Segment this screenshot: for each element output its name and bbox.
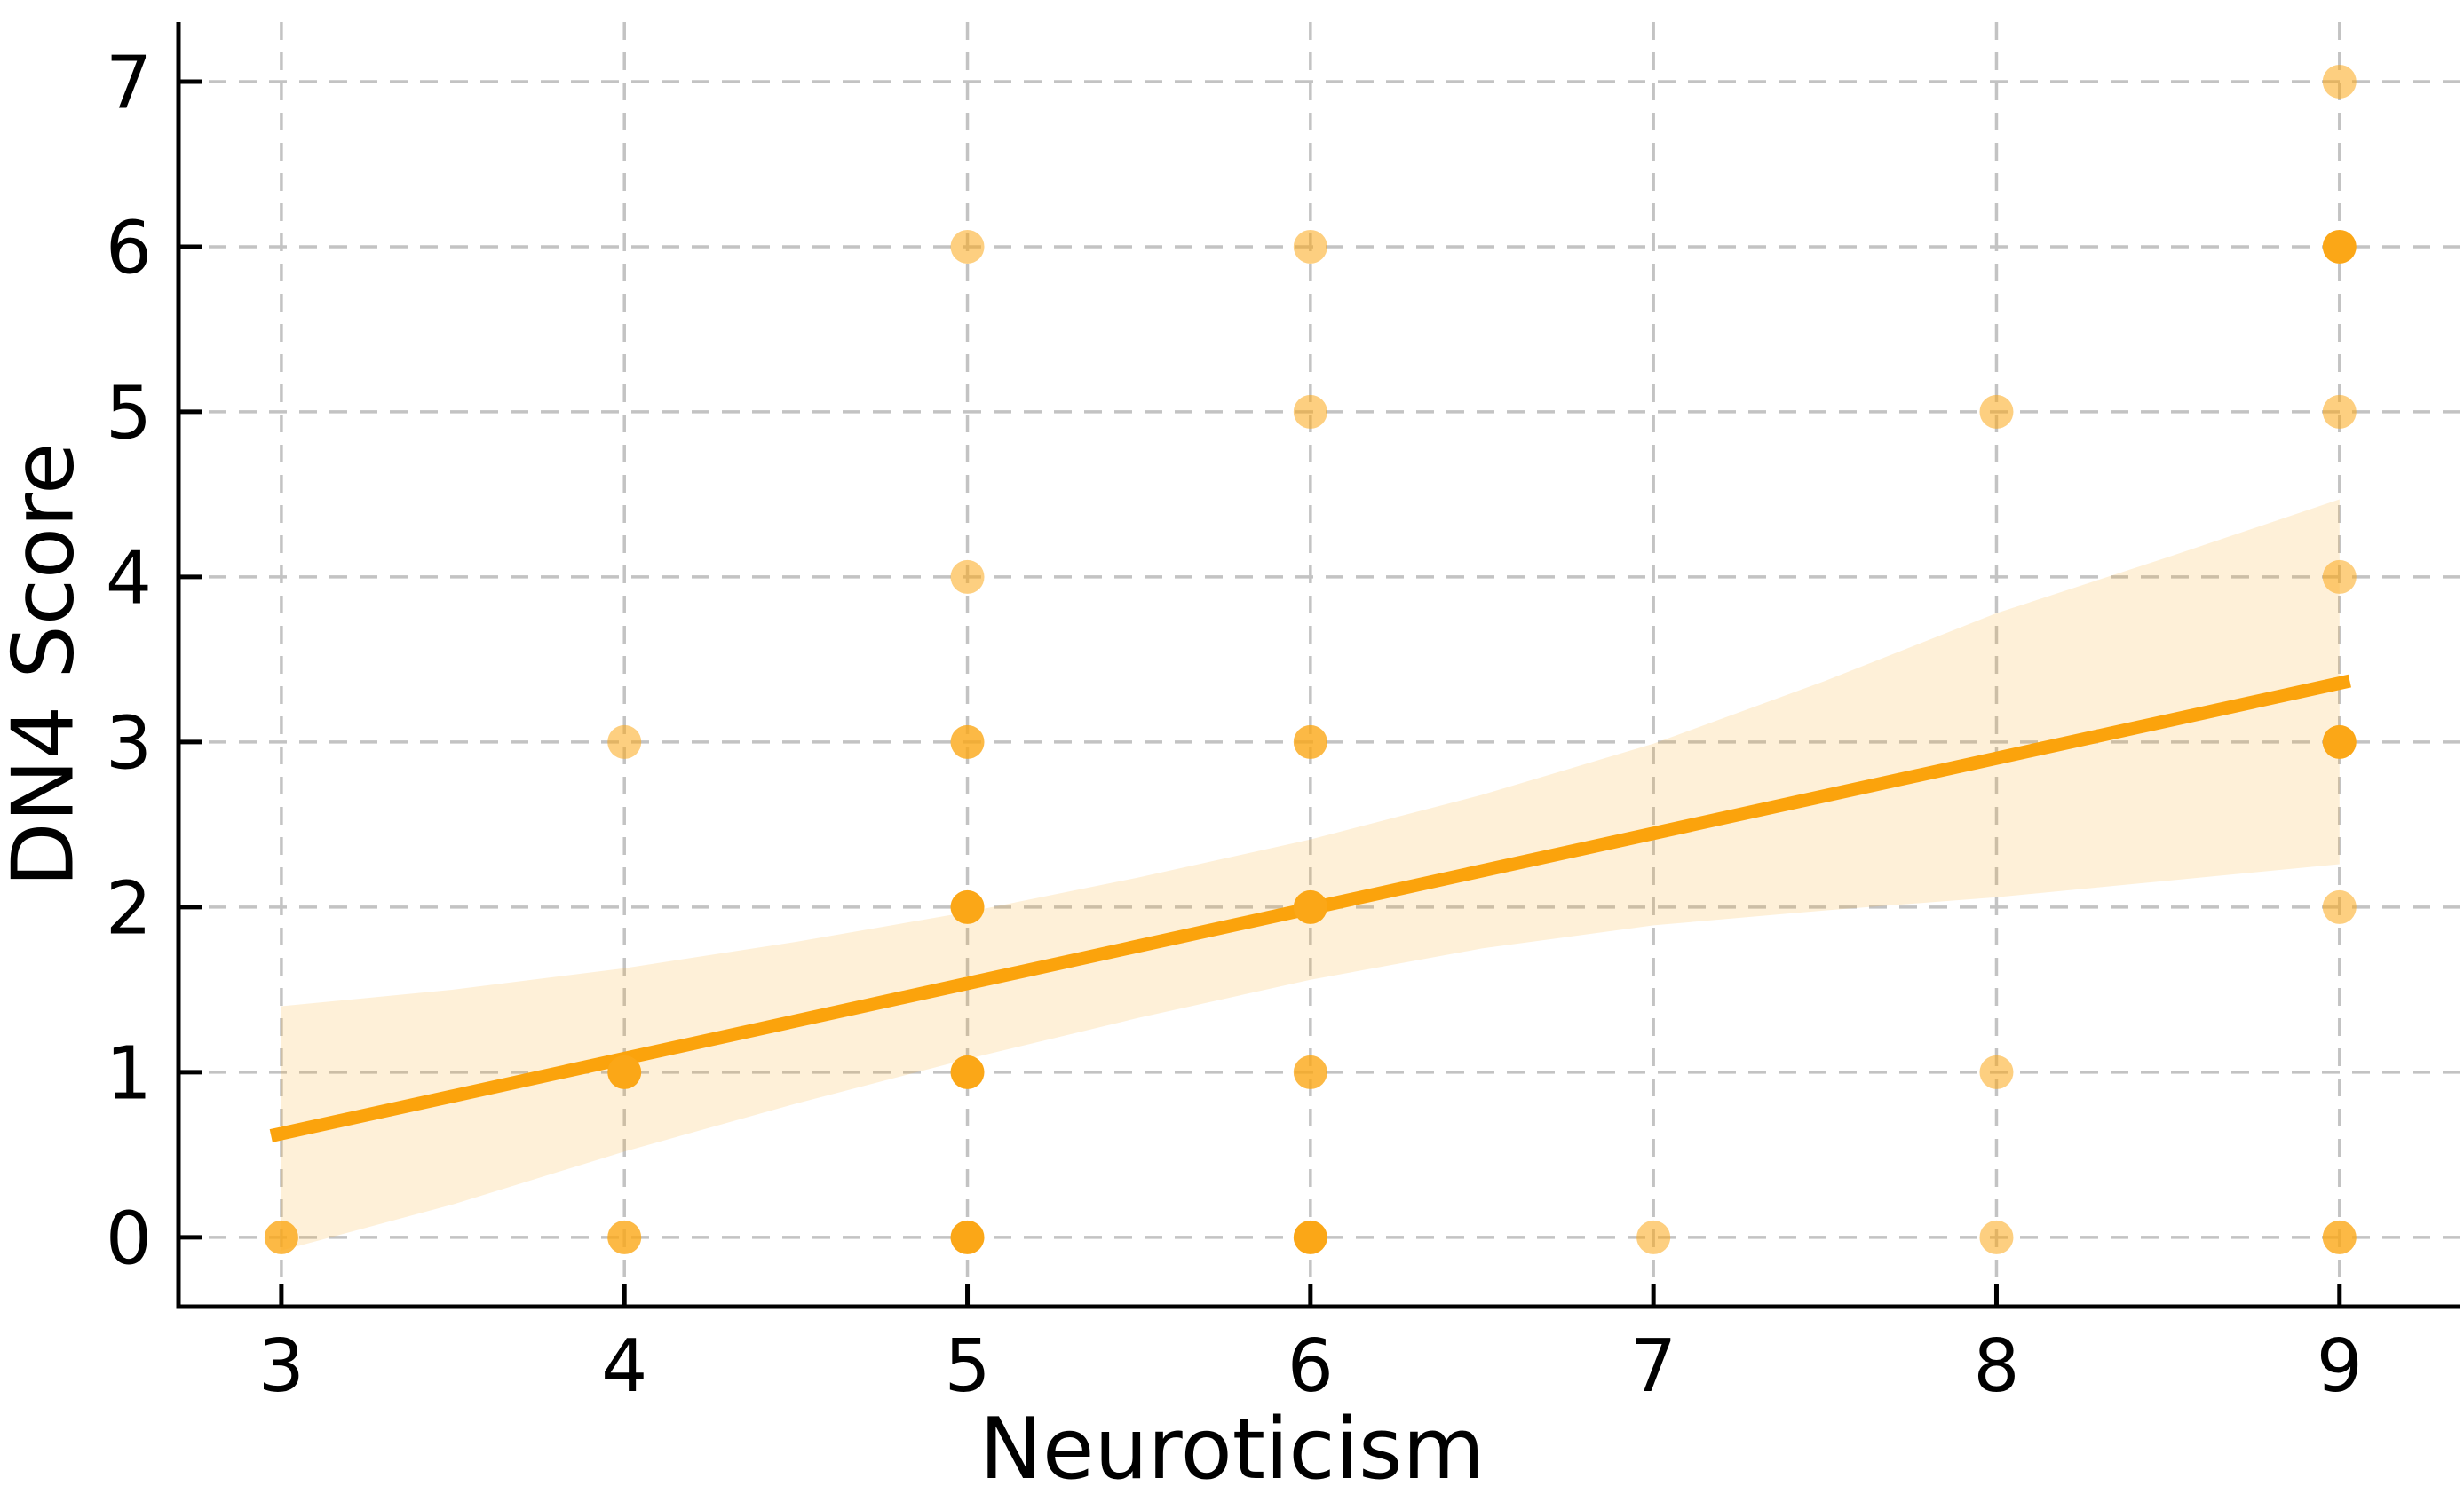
data-point-3-0 <box>264 1220 298 1254</box>
data-point-5-3 <box>950 724 985 759</box>
y-axis-label: DN4 Score <box>0 442 93 887</box>
data-point-6-6 <box>1293 229 1327 264</box>
x-tick-label-8: 8 <box>1973 1324 2019 1409</box>
data-point-6-1 <box>1293 1055 1327 1089</box>
y-tick-label-5: 5 <box>106 371 152 455</box>
x-tick-label-3: 3 <box>258 1324 305 1409</box>
data-point-6-3 <box>1293 724 1327 759</box>
y-tick-label-6: 6 <box>106 206 152 290</box>
y-tick-label-7: 7 <box>106 41 152 125</box>
y-tick-label-2: 2 <box>106 866 152 951</box>
x-tick-label-6: 6 <box>1287 1324 1334 1409</box>
data-point-5-4 <box>950 559 985 594</box>
x-tick-label-9: 9 <box>2317 1324 2363 1409</box>
x-tick-label-7: 7 <box>1630 1324 1676 1409</box>
confidence-band <box>281 499 2340 1251</box>
y-tick-label-4: 4 <box>106 536 152 621</box>
data-point-9-2 <box>2322 889 2357 924</box>
data-point-9-7 <box>2322 64 2357 99</box>
y-tick-label-1: 1 <box>106 1032 152 1116</box>
data-point-9-3 <box>2322 724 2357 759</box>
data-point-8-0 <box>1979 1220 2014 1254</box>
data-point-5-6 <box>950 229 985 264</box>
data-point-9-0 <box>2322 1220 2357 1254</box>
data-point-8-5 <box>1979 394 2014 429</box>
data-point-9-5 <box>2322 394 2357 429</box>
data-point-5-1 <box>950 1055 985 1089</box>
x-tick-label-4: 4 <box>601 1324 647 1409</box>
data-point-6-2 <box>1293 889 1327 924</box>
data-point-9-6 <box>2322 229 2357 264</box>
y-tick-label-3: 3 <box>106 701 152 786</box>
x-tick-label-5: 5 <box>944 1324 990 1409</box>
data-point-5-0 <box>950 1220 985 1254</box>
data-point-4-0 <box>607 1220 642 1254</box>
data-point-9-4 <box>2322 559 2357 594</box>
data-point-8-1 <box>1979 1055 2014 1089</box>
x-axis-label: Neuroticism <box>978 1401 1486 1494</box>
data-point-6-0 <box>1293 1220 1327 1254</box>
data-point-6-5 <box>1293 394 1327 429</box>
y-tick-label-0: 0 <box>106 1197 152 1281</box>
data-point-7-0 <box>1636 1220 1671 1254</box>
data-point-4-3 <box>607 724 642 759</box>
data-point-5-2 <box>950 889 985 924</box>
data-point-4-1 <box>607 1055 642 1089</box>
